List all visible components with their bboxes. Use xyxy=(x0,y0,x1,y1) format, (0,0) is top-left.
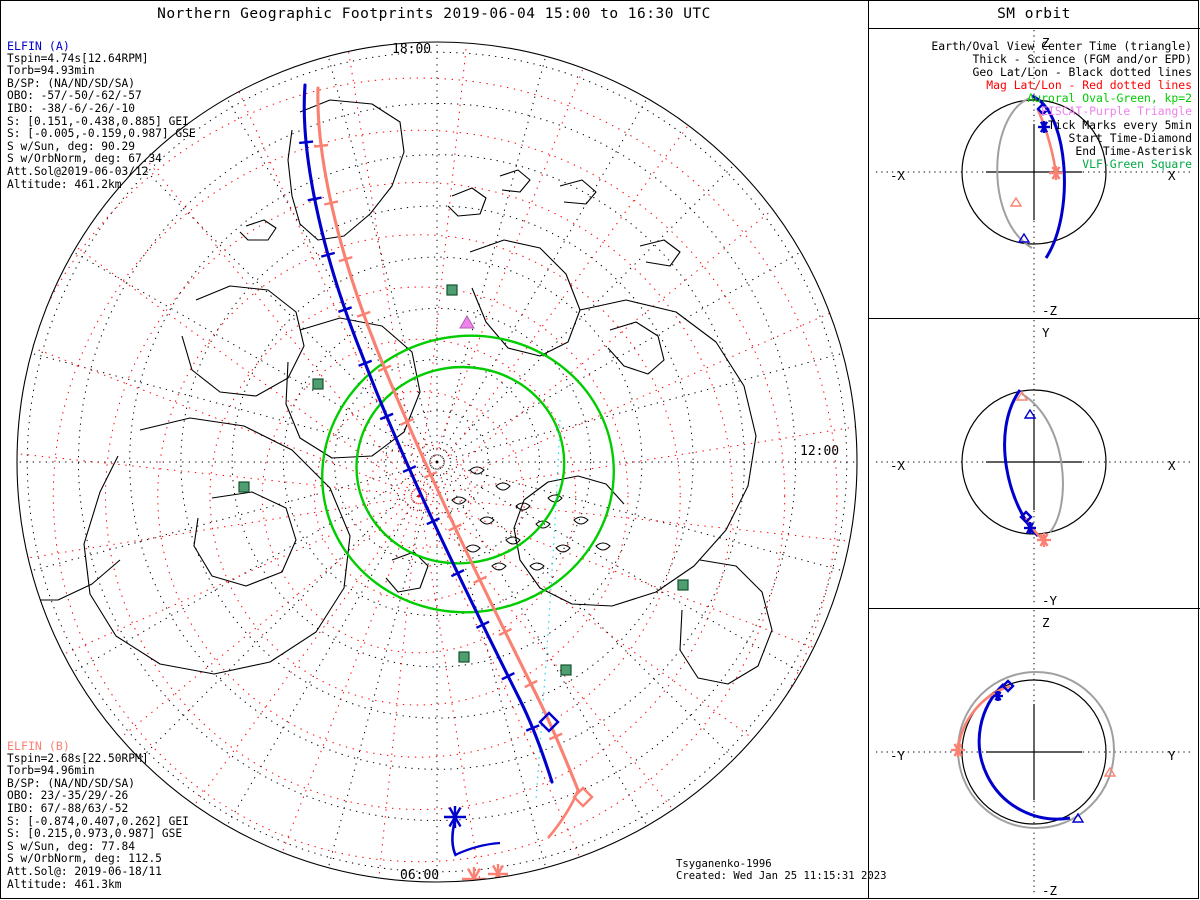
panel-divider xyxy=(868,0,869,899)
elfin-a-line: S: [0.151,-0.438,0.885] GEI xyxy=(7,114,189,128)
sm-divider-1 xyxy=(869,318,1200,319)
elfin-b-header: ELFIN (B) xyxy=(7,739,70,753)
sm-divider-2 xyxy=(869,608,1200,609)
elfin-a-line: OBO: -57/-50/-62/-57 xyxy=(7,89,142,103)
axis-label-right: Y xyxy=(1168,748,1176,763)
elfin-b-line: Altitude: 461.3km xyxy=(7,877,122,891)
legend-entry: Start Time-Diamond xyxy=(1068,130,1192,145)
sm-divider-top xyxy=(869,28,1200,29)
elfin-a-line: B/SP: (NA/ND/SD/SA) xyxy=(7,76,135,90)
page-title: Northern Geographic Footprints 2019-06-0… xyxy=(157,6,711,22)
axis-label-left: -X xyxy=(890,458,906,473)
clock-label-18: 18:00 xyxy=(392,42,432,57)
elfin-b-line: S: [0.215,0.973,0.987] GSE xyxy=(7,827,183,841)
elfin-a-line: S: [-0.005,-0.159,0.987] GSE xyxy=(7,127,196,141)
axis-label-right: X xyxy=(1168,458,1176,473)
elfin-a-header: ELFIN (A) xyxy=(7,39,70,53)
axis-label-up: Z xyxy=(1042,615,1050,630)
elfin-b-line: B/SP: (NA/ND/SD/SA) xyxy=(7,776,135,790)
elfin-a-line: Tspin=4.74s[12.64RPM] xyxy=(7,51,149,65)
elfin-b-line: OBO: 23/-35/29/-26 xyxy=(7,789,129,803)
sm-orbit-panels xyxy=(876,30,1192,894)
elfin-a-line: S w/OrbNorm, deg: 67.34 xyxy=(7,152,162,166)
credits-block: Tsyganenko-1996 Created: Wed Jan 25 11:15… xyxy=(676,858,886,883)
axis-label-right: X xyxy=(1168,168,1176,183)
legend-entry: Auroral Oval-Green, kp=2 xyxy=(1027,91,1192,106)
axis-label-down: -Z xyxy=(1042,303,1058,318)
elfin-b-info-block: ELFIN (B) Tspin=2.68s[22.50RPM] Torb=94.96… xyxy=(7,740,189,891)
axis-label-up: Z xyxy=(1042,35,1050,50)
sm-orbit-title: SM orbit xyxy=(997,6,1071,22)
clock-label-06: 06:00 xyxy=(400,868,440,883)
legend-entry: Tick Marks every 5min xyxy=(1047,117,1192,132)
elfin-a-line: Torb=94.93min xyxy=(7,64,95,78)
axis-label-down: -Y xyxy=(1042,593,1058,608)
credit-line: Tsyganenko-1996 xyxy=(676,858,772,870)
elfin-a-line: Altitude: 461.2km xyxy=(7,177,122,191)
elfin-a-line: IBO: -38/-6/-26/-10 xyxy=(7,101,135,115)
legend-entry: Geo Lat/Lon - Black dotted lines xyxy=(972,65,1192,80)
legend-entry: Thick - Science (FGM and/or EPD) xyxy=(972,52,1192,67)
credit-line: Created: Wed Jan 25 11:15:31 2023 xyxy=(676,870,887,883)
map-legend: Earth/Oval View Center Time (triangle) Th… xyxy=(931,39,1192,171)
elfin-a-line: Att.Sol@2019-06-03/12 xyxy=(7,164,149,178)
elfin-b-line: Torb=94.96min xyxy=(7,764,95,778)
elfin-b-line: IBO: 67/-88/63/-52 xyxy=(7,801,129,815)
clock-label-12: 12:00 xyxy=(800,444,840,459)
elfin-a-line: S w/Sun, deg: 90.29 xyxy=(7,139,135,153)
elfin-b-line: S w/Sun, deg: 77.84 xyxy=(7,839,135,853)
axis-label-up: Y xyxy=(1042,325,1050,340)
elfin-b-line: S: [-0.874,0.407,0.262] GEI xyxy=(7,814,189,828)
axis-label-down: -Z xyxy=(1042,883,1058,898)
legend-entry: Mag Lat/Lon - Red dotted lines xyxy=(986,78,1192,93)
elfin-b-line: Att.Sol@: 2019-06-18/11 xyxy=(7,864,162,878)
elfin-b-line: S w/OrbNorm, deg: 112.5 xyxy=(7,852,162,866)
axis-label-left: -Y xyxy=(890,748,906,763)
polar-map xyxy=(16,41,858,883)
elfin-a-info-block: ELFIN (A) Tspin=4.74s[12.64RPM] Torb=94.93… xyxy=(7,40,196,191)
axis-label-left: -X xyxy=(890,168,906,183)
legend-entry: EISCAT-Purple Triangle xyxy=(1041,104,1192,119)
legend-entry: End Time-Asterisk xyxy=(1075,143,1192,158)
elfin-b-line: Tspin=2.68s[22.50RPM] xyxy=(7,751,149,765)
legend-entry: Earth/Oval View Center Time (triangle) xyxy=(931,39,1192,53)
legend-entry: VLF-Green Square xyxy=(1082,156,1192,171)
